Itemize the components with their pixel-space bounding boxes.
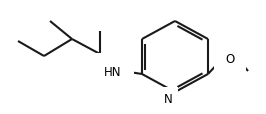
Text: O: O — [225, 53, 235, 66]
Text: N: N — [164, 93, 172, 106]
Text: HN: HN — [104, 65, 122, 78]
